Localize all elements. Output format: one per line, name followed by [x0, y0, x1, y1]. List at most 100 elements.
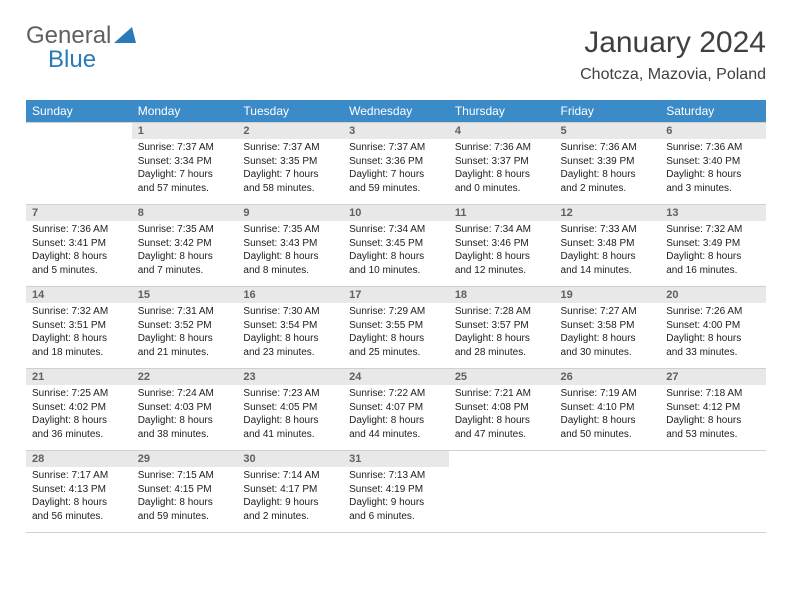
calendar-cell: 31Sunrise: 7:13 AMSunset: 4:19 PMDayligh…: [343, 451, 449, 533]
calendar-cell: 26Sunrise: 7:19 AMSunset: 4:10 PMDayligh…: [555, 369, 661, 451]
daylight-text: Daylight: 8 hours and 44 minutes.: [349, 414, 443, 441]
calendar-cell: 3Sunrise: 7:37 AMSunset: 3:36 PMDaylight…: [343, 123, 449, 205]
sunrise-text: Sunrise: 7:36 AM: [561, 141, 655, 155]
calendar-cell: 16Sunrise: 7:30 AMSunset: 3:54 PMDayligh…: [237, 287, 343, 369]
daylight-text: Daylight: 8 hours and 59 minutes.: [138, 496, 232, 523]
weekday-header: Friday: [555, 100, 661, 123]
daylight-text: Daylight: 8 hours and 30 minutes.: [561, 332, 655, 359]
logo-text-blue-wrap: Blue: [48, 46, 96, 74]
calendar-row: 28Sunrise: 7:17 AMSunset: 4:13 PMDayligh…: [26, 451, 766, 533]
day-body: Sunrise: 7:35 AMSunset: 3:42 PMDaylight:…: [132, 221, 238, 281]
calendar-cell: [26, 123, 132, 205]
day-number: 3: [343, 123, 449, 139]
daylight-text: Daylight: 8 hours and 41 minutes.: [243, 414, 337, 441]
sunset-text: Sunset: 4:12 PM: [666, 401, 760, 415]
day-body: Sunrise: 7:36 AMSunset: 3:37 PMDaylight:…: [449, 139, 555, 199]
calendar-cell: 4Sunrise: 7:36 AMSunset: 3:37 PMDaylight…: [449, 123, 555, 205]
calendar-row: 14Sunrise: 7:32 AMSunset: 3:51 PMDayligh…: [26, 287, 766, 369]
day-number: 15: [132, 287, 238, 303]
day-number: 2: [237, 123, 343, 139]
day-number: 1: [132, 123, 238, 139]
day-body: Sunrise: 7:33 AMSunset: 3:48 PMDaylight:…: [555, 221, 661, 281]
sunrise-text: Sunrise: 7:35 AM: [243, 223, 337, 237]
day-body: Sunrise: 7:19 AMSunset: 4:10 PMDaylight:…: [555, 385, 661, 445]
header: January 2024 Chotcza, Mazovia, Poland: [580, 26, 766, 84]
sunset-text: Sunset: 3:48 PM: [561, 237, 655, 251]
location: Chotcza, Mazovia, Poland: [580, 66, 766, 84]
logo-text-blue: Blue: [48, 46, 96, 73]
calendar-cell: 22Sunrise: 7:24 AMSunset: 4:03 PMDayligh…: [132, 369, 238, 451]
daylight-text: Daylight: 8 hours and 25 minutes.: [349, 332, 443, 359]
calendar-cell: 15Sunrise: 7:31 AMSunset: 3:52 PMDayligh…: [132, 287, 238, 369]
day-body: Sunrise: 7:13 AMSunset: 4:19 PMDaylight:…: [343, 467, 449, 527]
day-body: Sunrise: 7:24 AMSunset: 4:03 PMDaylight:…: [132, 385, 238, 445]
sunset-text: Sunset: 3:52 PM: [138, 319, 232, 333]
weekday-header: Tuesday: [237, 100, 343, 123]
sunset-text: Sunset: 3:41 PM: [32, 237, 126, 251]
day-number: 26: [555, 369, 661, 385]
calendar-cell: 17Sunrise: 7:29 AMSunset: 3:55 PMDayligh…: [343, 287, 449, 369]
sunrise-text: Sunrise: 7:33 AM: [561, 223, 655, 237]
day-number: 24: [343, 369, 449, 385]
sunset-text: Sunset: 3:36 PM: [349, 155, 443, 169]
day-body: Sunrise: 7:28 AMSunset: 3:57 PMDaylight:…: [449, 303, 555, 363]
sunset-text: Sunset: 4:19 PM: [349, 483, 443, 497]
calendar-cell: 2Sunrise: 7:37 AMSunset: 3:35 PMDaylight…: [237, 123, 343, 205]
calendar-cell: 8Sunrise: 7:35 AMSunset: 3:42 PMDaylight…: [132, 205, 238, 287]
calendar-cell: 10Sunrise: 7:34 AMSunset: 3:45 PMDayligh…: [343, 205, 449, 287]
day-body: Sunrise: 7:35 AMSunset: 3:43 PMDaylight:…: [237, 221, 343, 281]
day-number: 11: [449, 205, 555, 221]
sunset-text: Sunset: 3:43 PM: [243, 237, 337, 251]
calendar-cell: 13Sunrise: 7:32 AMSunset: 3:49 PMDayligh…: [660, 205, 766, 287]
daylight-text: Daylight: 8 hours and 21 minutes.: [138, 332, 232, 359]
calendar-cell: 1Sunrise: 7:37 AMSunset: 3:34 PMDaylight…: [132, 123, 238, 205]
sunrise-text: Sunrise: 7:35 AM: [138, 223, 232, 237]
sunrise-text: Sunrise: 7:37 AM: [243, 141, 337, 155]
day-body: Sunrise: 7:25 AMSunset: 4:02 PMDaylight:…: [26, 385, 132, 445]
sunrise-text: Sunrise: 7:36 AM: [32, 223, 126, 237]
day-number: 4: [449, 123, 555, 139]
sunset-text: Sunset: 4:05 PM: [243, 401, 337, 415]
calendar-cell: 20Sunrise: 7:26 AMSunset: 4:00 PMDayligh…: [660, 287, 766, 369]
day-body: Sunrise: 7:37 AMSunset: 3:35 PMDaylight:…: [237, 139, 343, 199]
sunrise-text: Sunrise: 7:26 AM: [666, 305, 760, 319]
sunrise-text: Sunrise: 7:14 AM: [243, 469, 337, 483]
sunrise-text: Sunrise: 7:34 AM: [349, 223, 443, 237]
weekday-header: Saturday: [660, 100, 766, 123]
day-number: [449, 451, 555, 467]
daylight-text: Daylight: 9 hours and 2 minutes.: [243, 496, 337, 523]
sunset-text: Sunset: 3:37 PM: [455, 155, 549, 169]
sunset-text: Sunset: 3:40 PM: [666, 155, 760, 169]
day-body: Sunrise: 7:31 AMSunset: 3:52 PMDaylight:…: [132, 303, 238, 363]
calendar-cell: [449, 451, 555, 533]
calendar-cell: 28Sunrise: 7:17 AMSunset: 4:13 PMDayligh…: [26, 451, 132, 533]
calendar-row: 7Sunrise: 7:36 AMSunset: 3:41 PMDaylight…: [26, 205, 766, 287]
sunset-text: Sunset: 4:00 PM: [666, 319, 760, 333]
daylight-text: Daylight: 7 hours and 58 minutes.: [243, 168, 337, 195]
sunrise-text: Sunrise: 7:17 AM: [32, 469, 126, 483]
day-body: Sunrise: 7:36 AMSunset: 3:39 PMDaylight:…: [555, 139, 661, 199]
calendar-cell: 19Sunrise: 7:27 AMSunset: 3:58 PMDayligh…: [555, 287, 661, 369]
daylight-text: Daylight: 8 hours and 38 minutes.: [138, 414, 232, 441]
day-body: Sunrise: 7:21 AMSunset: 4:08 PMDaylight:…: [449, 385, 555, 445]
calendar-cell: 29Sunrise: 7:15 AMSunset: 4:15 PMDayligh…: [132, 451, 238, 533]
calendar-cell: 9Sunrise: 7:35 AMSunset: 3:43 PMDaylight…: [237, 205, 343, 287]
day-body: Sunrise: 7:36 AMSunset: 3:41 PMDaylight:…: [26, 221, 132, 281]
sunset-text: Sunset: 3:49 PM: [666, 237, 760, 251]
day-body: Sunrise: 7:36 AMSunset: 3:40 PMDaylight:…: [660, 139, 766, 199]
day-number: 31: [343, 451, 449, 467]
daylight-text: Daylight: 8 hours and 36 minutes.: [32, 414, 126, 441]
day-body: Sunrise: 7:29 AMSunset: 3:55 PMDaylight:…: [343, 303, 449, 363]
day-body: Sunrise: 7:34 AMSunset: 3:46 PMDaylight:…: [449, 221, 555, 281]
day-number: 19: [555, 287, 661, 303]
day-number: 12: [555, 205, 661, 221]
sunrise-text: Sunrise: 7:23 AM: [243, 387, 337, 401]
calendar-cell: [660, 451, 766, 533]
daylight-text: Daylight: 8 hours and 28 minutes.: [455, 332, 549, 359]
sunset-text: Sunset: 4:08 PM: [455, 401, 549, 415]
sunset-text: Sunset: 3:57 PM: [455, 319, 549, 333]
weekday-header: Monday: [132, 100, 238, 123]
sunset-text: Sunset: 3:45 PM: [349, 237, 443, 251]
daylight-text: Daylight: 8 hours and 0 minutes.: [455, 168, 549, 195]
sunrise-text: Sunrise: 7:29 AM: [349, 305, 443, 319]
